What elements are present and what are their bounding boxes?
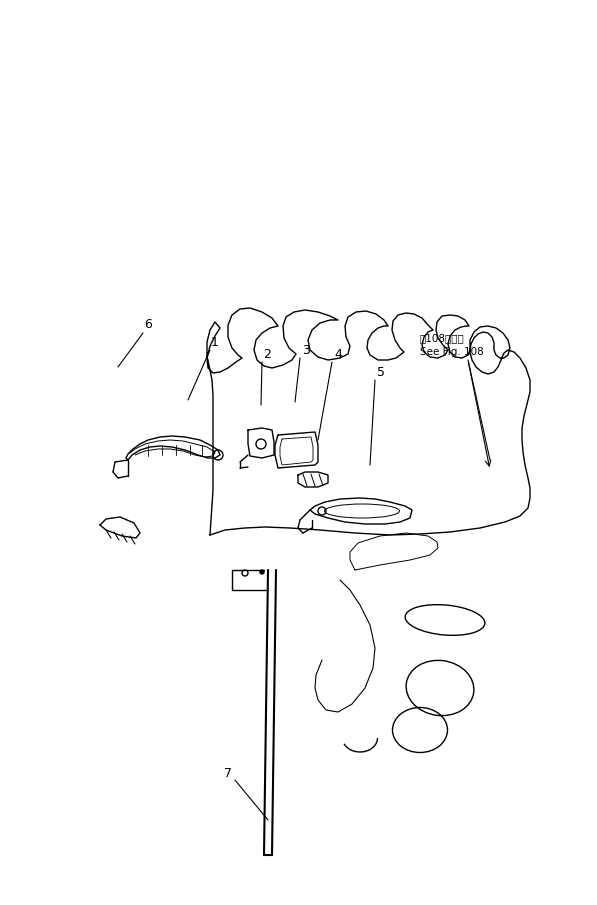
Text: 7: 7 (224, 767, 232, 779)
Text: 2: 2 (263, 348, 271, 361)
Circle shape (260, 570, 264, 574)
Text: 3: 3 (302, 345, 310, 357)
Text: See Fig. 108: See Fig. 108 (420, 347, 484, 357)
Text: 6: 6 (144, 319, 152, 331)
Text: 4: 4 (334, 348, 342, 361)
Text: 1: 1 (211, 337, 219, 349)
Text: 第108図参照: 第108図参照 (420, 333, 464, 343)
Text: 5: 5 (377, 367, 385, 379)
